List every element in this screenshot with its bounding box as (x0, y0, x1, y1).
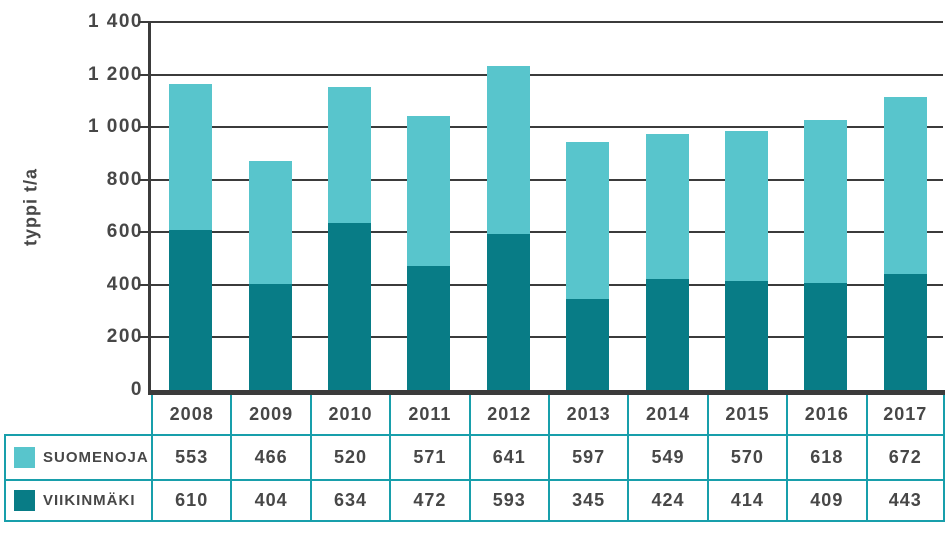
y-tick-1000 (139, 126, 152, 129)
bar-2016 (804, 22, 848, 390)
plot-area (148, 21, 945, 395)
bar-segment-2013-suomenoja (566, 142, 610, 300)
value-cell-suomenoja-2015: 570 (706, 434, 787, 479)
bar-2013 (566, 22, 610, 390)
value-cell-suomenoja-2011: 571 (389, 434, 469, 479)
year-header-2016: 2016 (786, 395, 866, 434)
bar-segment-2009-viikinmäki (248, 283, 292, 390)
y-axis-label-1000: 1 000 (87, 116, 143, 138)
legend-cell-suomenoja: SUOMENOJA (4, 434, 151, 479)
bar-segment-2017-viikinmäki (883, 273, 927, 390)
legend-label-viikinmäki: VIIKINMÄKI (43, 492, 136, 509)
y-axis-label-1400: 1 400 (87, 11, 143, 32)
bar-segment-2008-suomenoja (169, 84, 213, 230)
bar-segment-2015-viikinmäki (725, 281, 768, 390)
year-header-2013: 2013 (547, 395, 628, 434)
table-corner-empty (4, 395, 151, 434)
year-header-2014: 2014 (627, 395, 707, 434)
bar-segment-2012-suomenoja (486, 65, 530, 235)
legend-swatch-suomenoja (14, 447, 35, 468)
year-header-2015: 2015 (706, 395, 787, 434)
gridline-600 (151, 231, 943, 234)
value-cell-viikinmäki-2013: 345 (547, 479, 628, 522)
bar-segment-2013-viikinmäki (566, 299, 610, 390)
value-cell-suomenoja-2010: 520 (309, 434, 390, 479)
legend-label-suomenoja: SUOMENOJA (43, 449, 149, 466)
y-tick-400 (139, 283, 152, 286)
gridline-200 (151, 336, 943, 339)
bar-segment-2012-viikinmäki (486, 234, 530, 390)
value-cell-viikinmäki-2008: 610 (151, 479, 231, 522)
y-axis-label-200: 200 (106, 326, 143, 348)
value-cell-suomenoja-2016: 618 (786, 434, 866, 479)
value-cell-viikinmäki-2011: 472 (389, 479, 469, 522)
bar-segment-2014-viikinmäki (645, 278, 689, 390)
y-tick-600 (139, 231, 152, 234)
y-tick-800 (139, 178, 152, 181)
gridline-400 (151, 283, 943, 286)
gridline-1200 (151, 73, 943, 76)
value-cell-suomenoja-2009: 466 (230, 434, 310, 479)
y-axis-label-800: 800 (106, 168, 143, 190)
bar-segment-2010-viikinmäki (328, 223, 371, 390)
bar-segment-2014-suomenoja (645, 134, 689, 279)
bar-segment-2016-viikinmäki (804, 282, 848, 390)
value-cell-suomenoja-2012: 641 (468, 434, 548, 479)
bar-segment-2011-suomenoja (407, 115, 451, 266)
bar-2010 (328, 22, 371, 390)
value-cell-suomenoja-2008: 553 (151, 434, 231, 479)
bar-segment-2008-viikinmäki (169, 229, 213, 390)
bar-2012 (486, 22, 530, 390)
bar-segment-2015-suomenoja (725, 131, 768, 282)
value-cell-viikinmäki-2012: 593 (468, 479, 548, 522)
bar-2017 (883, 22, 927, 390)
bar-segment-2010-suomenoja (328, 86, 371, 224)
bar-2015 (725, 22, 768, 390)
y-tick-1200 (139, 73, 152, 76)
value-cell-suomenoja-2017: 672 (865, 434, 945, 479)
bar-2009 (248, 22, 292, 390)
gridline-1400 (151, 21, 943, 23)
gridline-800 (151, 178, 943, 181)
bar-2011 (407, 22, 451, 390)
y-tick-200 (139, 336, 152, 339)
bar-segment-2016-suomenoja (804, 120, 848, 283)
data-table: 2008 2009 2010 2011 2012 2013 2014 2015 2016 2017… (4, 395, 945, 522)
value-cell-viikinmäki-2009: 404 (230, 479, 310, 522)
year-header-2010: 2010 (309, 395, 390, 434)
y-axis-label-400: 400 (106, 273, 143, 295)
value-cell-viikinmäki-2014: 424 (627, 479, 707, 522)
value-cell-suomenoja-2013: 597 (547, 434, 628, 479)
gridline-1000 (151, 126, 943, 129)
bar-2014 (645, 22, 689, 390)
y-axis-label-0: 0 (130, 379, 143, 400)
y-axis-label-600: 600 (106, 221, 143, 243)
value-cell-viikinmäki-2015: 414 (706, 479, 787, 522)
bar-2008 (169, 22, 213, 390)
value-cell-suomenoja-2014: 549 (627, 434, 707, 479)
year-header-2011: 2011 (389, 395, 469, 434)
legend-cell-viikinmäki: VIIKINMÄKI (4, 479, 151, 522)
legend-swatch-viikinmäki (14, 490, 35, 511)
value-cell-viikinmäki-2010: 634 (309, 479, 390, 522)
bar-segment-2017-suomenoja (883, 96, 927, 274)
bar-segment-2009-suomenoja (248, 161, 292, 284)
value-cell-viikinmäki-2017: 443 (865, 479, 945, 522)
year-header-2012: 2012 (468, 395, 548, 434)
y-tick-1400 (139, 21, 152, 23)
year-header-2017: 2017 (865, 395, 945, 434)
y-axis-label-1200: 1 200 (87, 63, 143, 85)
year-header-2009: 2009 (230, 395, 310, 434)
bar-segment-2011-viikinmäki (407, 265, 451, 390)
year-header-2008: 2008 (151, 395, 231, 434)
value-cell-viikinmäki-2016: 409 (786, 479, 866, 522)
